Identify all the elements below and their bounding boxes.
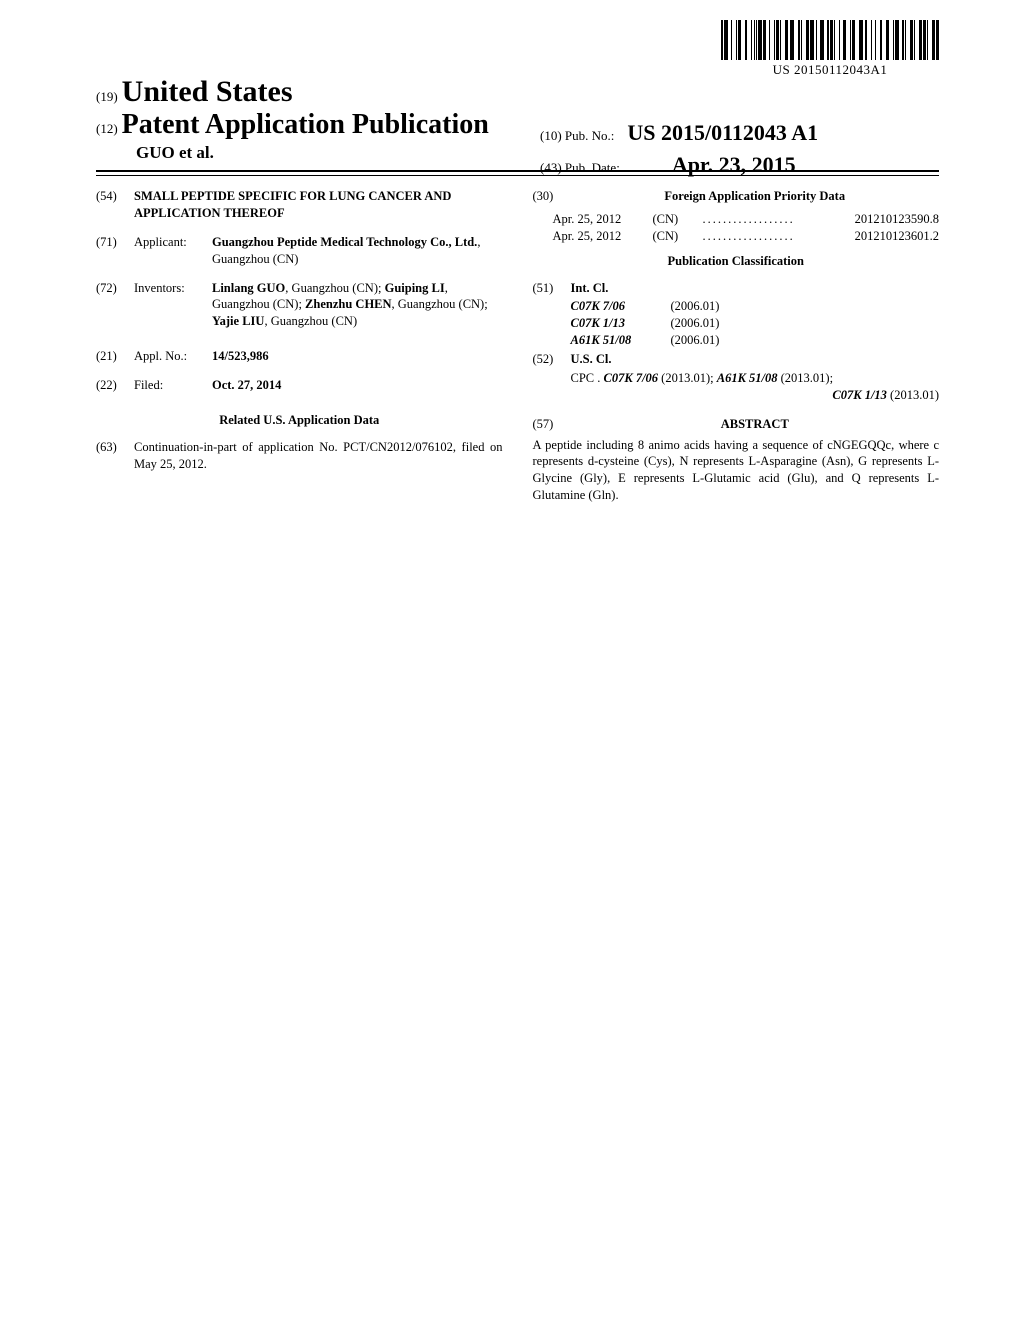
- right-column: (30) Foreign Application Priority Data A…: [533, 188, 940, 504]
- related-text: Continuation-in-part of application No. …: [134, 439, 503, 473]
- foreign-title: Foreign Application Priority Data: [571, 188, 940, 205]
- inventors-num: (72): [96, 280, 134, 331]
- appl-no-value: 14/523,986: [212, 348, 503, 365]
- cpc-line: CPC . C07K 7/06 (2013.01); A61K 51/08 (2…: [571, 370, 940, 387]
- intcl-label: Int. Cl.: [571, 280, 940, 297]
- intcl-code: C07K 1/13: [571, 315, 671, 332]
- pub-no-num: (10): [540, 128, 562, 143]
- body-columns: (54) SMALL PEPTIDE SPECIFIC FOR LUNG CAN…: [96, 188, 939, 504]
- inventors-body: Linlang GUO, Guangzhou (CN); Guiping LI,…: [212, 280, 503, 331]
- kind-19-num: (19): [96, 89, 118, 104]
- rule-top: [96, 170, 939, 172]
- related-us-title: Related U.S. Application Data: [96, 412, 503, 429]
- inventor-header-line: GUO et al.: [136, 143, 489, 163]
- filed-label: Filed:: [134, 377, 212, 394]
- applicant-label: Applicant:: [134, 234, 212, 268]
- intcl-num: (51): [533, 280, 571, 297]
- priority-row: Apr. 25, 2012(CN)..................20121…: [553, 211, 940, 228]
- filed-value: Oct. 27, 2014: [212, 377, 503, 394]
- intcl-code: A61K 51/08: [571, 332, 671, 349]
- kind-12-num: (12): [96, 121, 118, 136]
- intcl-list: C07K 7/06(2006.01)C07K 1/13(2006.01)A61K…: [533, 298, 940, 349]
- invention-title: SMALL PEPTIDE SPECIFIC FOR LUNG CANCER A…: [134, 188, 503, 222]
- intcl-ver: (2006.01): [671, 298, 720, 315]
- abstract-label: ABSTRACT: [571, 416, 940, 433]
- priority-date: Apr. 25, 2012: [553, 228, 653, 245]
- pub-date-label: Pub. Date:: [565, 160, 620, 175]
- pub-no-value: US 2015/0112043 A1: [627, 120, 818, 145]
- priority-cc: (CN): [653, 211, 703, 228]
- priority-cc: (CN): [653, 228, 703, 245]
- foreign-num: (30): [533, 188, 571, 205]
- priority-num: 201210123601.2: [819, 228, 939, 245]
- appl-no-label: Appl. No.:: [134, 348, 212, 365]
- related-num: (63): [96, 439, 134, 473]
- uscl-num: (52): [533, 351, 571, 368]
- intcl-ver: (2006.01): [671, 315, 720, 332]
- appl-no-num: (21): [96, 348, 134, 365]
- pub-date-num: (43): [540, 160, 562, 175]
- cpc-block: CPC . C07K 7/06 (2013.01); A61K 51/08 (2…: [533, 370, 940, 404]
- applicant-num: (71): [96, 234, 134, 268]
- pub-date-value: Apr. 23, 2015: [672, 152, 796, 177]
- filed-num: (22): [96, 377, 134, 394]
- intcl-row: C07K 7/06(2006.01): [571, 298, 940, 315]
- inventors-label: Inventors:: [134, 280, 212, 331]
- priority-list: Apr. 25, 2012(CN)..................20121…: [533, 211, 940, 245]
- priority-num: 201210123590.8: [819, 211, 939, 228]
- barcode-text: US 20150112043A1: [721, 62, 939, 78]
- priority-dots: ..................: [703, 211, 820, 228]
- left-column: (54) SMALL PEPTIDE SPECIFIC FOR LUNG CAN…: [96, 188, 503, 504]
- uscl-label: U.S. Cl.: [571, 351, 940, 368]
- pub-classification-title: Publication Classification: [533, 253, 940, 270]
- rule-mid: [96, 175, 939, 176]
- priority-row: Apr. 25, 2012(CN)..................20121…: [553, 228, 940, 245]
- abstract-text: A peptide including 8 animo acids having…: [533, 437, 940, 505]
- publication-type: Patent Application Publication: [122, 109, 489, 140]
- abstract-num: (57): [533, 416, 571, 433]
- pub-no-label: Pub. No.:: [565, 128, 614, 143]
- title-num: (54): [96, 188, 134, 222]
- barcode: [721, 20, 939, 60]
- intcl-ver: (2006.01): [671, 332, 720, 349]
- applicant-name: Guangzhou Peptide Medical Technology Co.…: [212, 235, 477, 249]
- cpc-line: C07K 1/13 (2013.01): [571, 387, 940, 404]
- intcl-row: A61K 51/08(2006.01): [571, 332, 940, 349]
- priority-dots: ..................: [703, 228, 820, 245]
- priority-date: Apr. 25, 2012: [553, 211, 653, 228]
- applicant-body: Guangzhou Peptide Medical Technology Co.…: [212, 234, 503, 268]
- country: United States: [122, 75, 293, 108]
- header-left: (19) United States (12) Patent Applicati…: [96, 75, 489, 163]
- intcl-row: C07K 1/13(2006.01): [571, 315, 940, 332]
- barcode-block: US 20150112043A1: [721, 20, 939, 78]
- intcl-code: C07K 7/06: [571, 298, 671, 315]
